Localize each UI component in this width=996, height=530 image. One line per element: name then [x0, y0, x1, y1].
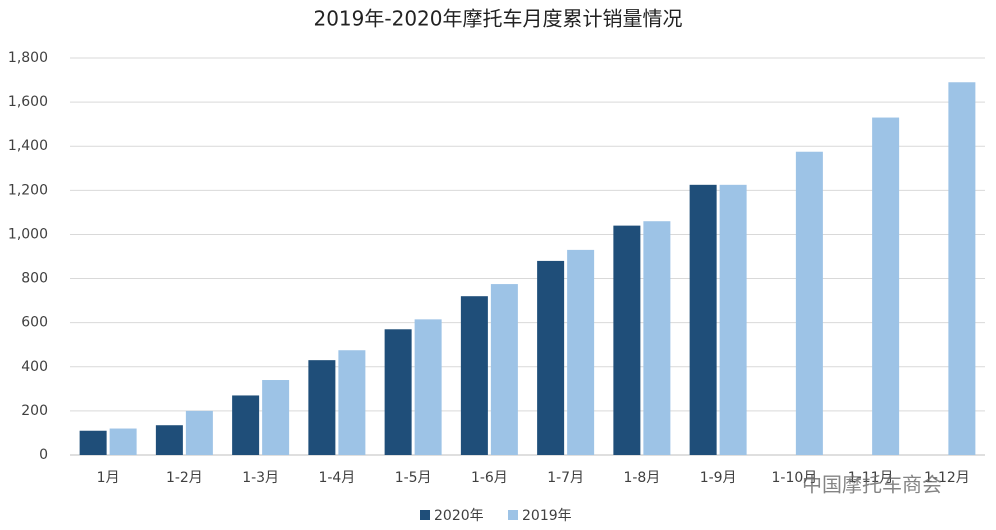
y-tick-label: 400 — [21, 359, 48, 375]
y-tick-label: 1,000 — [8, 226, 48, 242]
x-tick-label: 1-2月 — [166, 470, 203, 486]
bar — [490, 284, 518, 455]
bar — [537, 260, 565, 455]
bar — [109, 428, 137, 455]
y-tick-label: 200 — [21, 403, 48, 419]
y-tick-label: 1,800 — [8, 50, 48, 66]
bar — [567, 249, 595, 455]
x-tick-label: 1-12月 — [924, 470, 970, 486]
y-tick-label: 1,600 — [8, 94, 48, 110]
bar — [338, 350, 366, 455]
bar — [79, 430, 107, 455]
bar — [643, 221, 671, 455]
bar — [185, 410, 213, 455]
x-tick-label: 1-8月 — [623, 470, 660, 486]
y-tick-label: 0 — [39, 447, 48, 463]
bar — [262, 380, 290, 455]
bar — [872, 117, 900, 456]
bar — [414, 319, 442, 455]
bar — [689, 184, 717, 455]
bar — [613, 225, 641, 455]
bar — [948, 82, 976, 455]
x-tick-label: 1-9月 — [700, 470, 737, 486]
y-tick-label: 600 — [21, 315, 48, 331]
chart-title: 2019年-2020年摩托车月度累计销量情况 — [313, 7, 682, 31]
bar — [460, 296, 488, 455]
x-tick-label: 1-5月 — [395, 470, 432, 486]
watermark: 中国摩托车商会 — [802, 473, 942, 497]
bar — [384, 329, 412, 455]
x-tick-label: 1-11月 — [848, 470, 894, 486]
x-tick-label: 1-7月 — [547, 470, 584, 486]
bar — [308, 360, 336, 455]
y-tick-label: 1,400 — [8, 138, 48, 154]
x-tick-label: 1-10月 — [771, 470, 817, 486]
x-tick-label: 1-6月 — [471, 470, 508, 486]
bar — [795, 151, 823, 455]
y-tick-label: 800 — [21, 271, 48, 287]
legend-swatch — [508, 510, 518, 520]
legend-swatch — [420, 510, 430, 520]
bar — [232, 395, 260, 455]
legend-label: 2020年 — [434, 508, 484, 524]
bar — [155, 425, 183, 455]
x-tick-label: 1-4月 — [318, 470, 355, 486]
y-tick-label: 1,200 — [8, 182, 48, 198]
x-tick-label: 1月 — [97, 470, 120, 486]
x-tick-label: 1-3月 — [242, 470, 279, 486]
bar — [719, 184, 747, 455]
legend-label: 2019年 — [522, 508, 572, 524]
